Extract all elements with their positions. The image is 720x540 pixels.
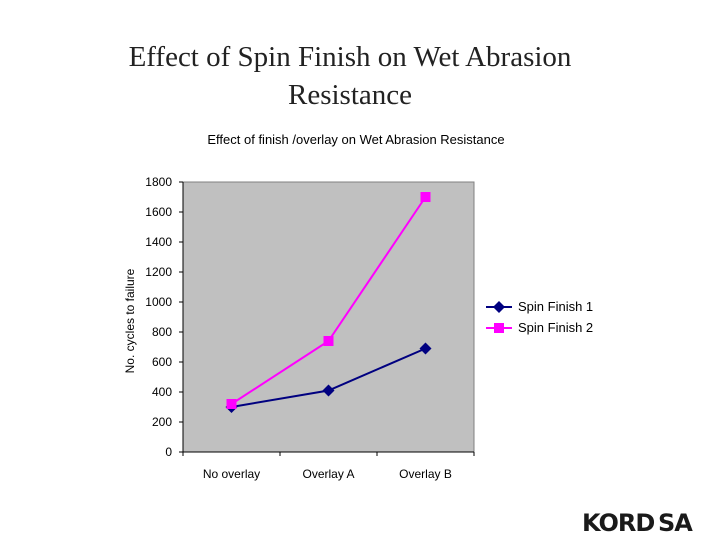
data-point (322, 384, 335, 397)
legend-label: Spin Finish 1 (518, 299, 593, 314)
x-ticks: No overlay Overlay A Overlay B (182, 452, 475, 481)
series-2 (226, 192, 431, 409)
data-point (226, 399, 237, 409)
company-logo: KORD SA (580, 508, 716, 538)
y-tick-label: 1400 (145, 235, 172, 249)
y-tick-label: 0 (165, 445, 172, 459)
data-point (323, 336, 334, 346)
x-tick-label: Overlay A (302, 467, 354, 481)
data-point (419, 342, 432, 355)
y-tick-label: 1000 (145, 295, 172, 309)
logo-text-a: KORD (582, 509, 655, 537)
legend-item: Spin Finish 1 (486, 299, 593, 314)
legend: Spin Finish 1 Spin Finish 2 (486, 299, 593, 335)
logo-text-b: SA (658, 509, 693, 537)
data-point (420, 192, 431, 202)
y-tick-label: 400 (152, 385, 172, 399)
plot-area (182, 181, 475, 453)
legend-marker (493, 301, 505, 313)
series-group (225, 192, 432, 413)
y-ticks: 0 200 400 600 800 1000 1200 1400 1600 1800 (145, 175, 183, 459)
legend-item: Spin Finish 2 (486, 320, 593, 335)
slide-title-line-2: Resistance (287, 79, 412, 111)
y-tick-label: 1800 (145, 175, 172, 189)
slide-title: Effect of Spin Finish on Wet Abrasion Re… (0, 38, 700, 114)
chart-title: Effect of finish /overlay on Wet Abrasio… (207, 132, 504, 147)
legend-label: Spin Finish 2 (518, 320, 593, 335)
y-tick-label: 800 (152, 325, 172, 339)
x-tick-label: No overlay (203, 467, 260, 481)
y-tick-label: 1600 (145, 205, 172, 219)
slide-title-line-1: Effect of Spin Finish on Wet Abrasion (128, 41, 572, 73)
y-axis-label: No. cycles to failure (123, 268, 137, 373)
y-tick-label: 200 (152, 415, 172, 429)
legend-marker (494, 323, 504, 333)
x-tick-label: Overlay B (399, 467, 452, 481)
y-tick-label: 600 (152, 355, 172, 369)
y-tick-label: 1200 (145, 265, 172, 279)
